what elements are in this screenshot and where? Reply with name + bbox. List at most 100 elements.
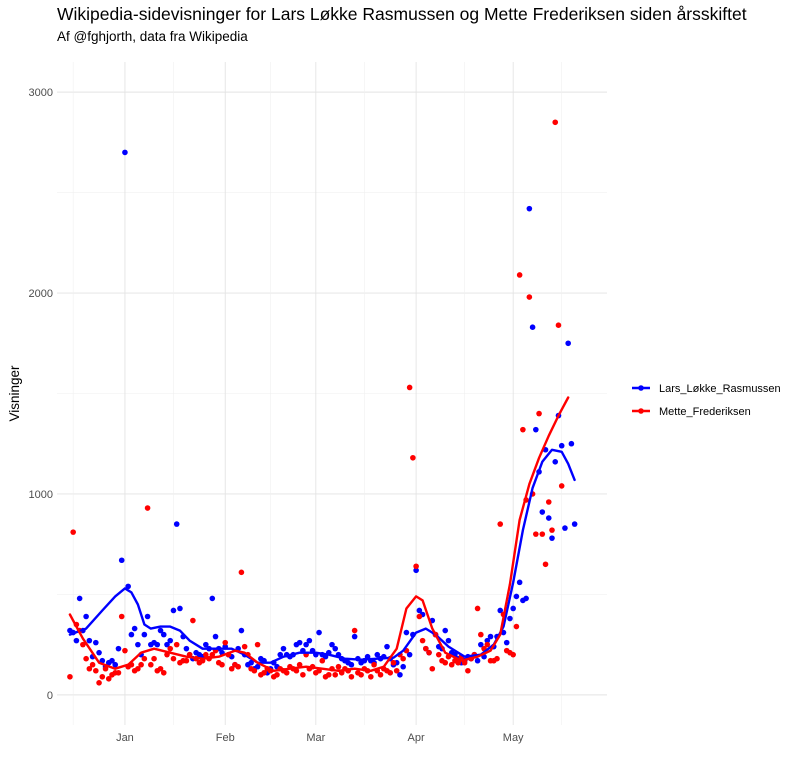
- data-point: [523, 595, 529, 602]
- data-point: [105, 675, 112, 682]
- data-point: [545, 515, 552, 521]
- data-point: [429, 665, 436, 672]
- axes: 0 1000 2000 3000 Jan Feb Mar Apr May Visninger: [7, 87, 524, 744]
- data-point: [170, 655, 177, 662]
- data-point: [209, 595, 216, 602]
- data-point: [497, 521, 504, 527]
- data-point: [261, 669, 267, 676]
- data-point: [144, 505, 151, 511]
- data-point: [135, 665, 141, 672]
- data-point: [157, 665, 164, 672]
- y-tick-label: 1000: [29, 489, 53, 501]
- data-point: [209, 651, 216, 658]
- data-point: [435, 651, 442, 658]
- data-point: [442, 627, 449, 634]
- data-point: [484, 641, 491, 648]
- x-tick-label: Feb: [216, 732, 235, 744]
- data-point: [151, 655, 157, 662]
- data-point: [167, 645, 174, 652]
- data-point: [212, 633, 219, 640]
- data-point: [118, 557, 125, 564]
- data-point: [393, 667, 400, 674]
- data-point: [160, 631, 167, 638]
- data-marks: [67, 119, 578, 686]
- data-point: [552, 459, 559, 465]
- data-point: [332, 645, 339, 652]
- data-point: [413, 567, 419, 574]
- data-point: [277, 651, 284, 658]
- data-point: [542, 561, 549, 568]
- data-point: [283, 669, 290, 676]
- data-point: [122, 647, 128, 654]
- data-point: [135, 641, 141, 648]
- data-point: [455, 659, 461, 666]
- data-point: [426, 649, 432, 656]
- data-point: [141, 631, 148, 638]
- legend: Lars_Løkke_Rasmussen Mette_Frederiksen: [632, 383, 781, 418]
- data-point: [539, 509, 546, 515]
- data-point: [203, 651, 209, 658]
- data-point: [403, 629, 410, 636]
- data-point: [316, 629, 322, 636]
- data-point: [128, 631, 135, 638]
- chart-title: Wikipedia-sidevisninger for Lars Løkke R…: [57, 4, 747, 24]
- data-point: [390, 659, 397, 666]
- data-point: [558, 442, 565, 449]
- legend-key-point: [638, 385, 644, 391]
- data-point: [254, 641, 261, 648]
- data-point: [274, 671, 280, 678]
- data-point: [325, 671, 332, 678]
- data-point: [96, 649, 102, 656]
- data-point: [154, 641, 161, 648]
- data-point: [406, 651, 413, 658]
- data-point: [76, 595, 83, 602]
- data-point: [536, 410, 542, 417]
- y-axis-title: Visninger: [7, 365, 22, 422]
- smooth-line: [68, 448, 576, 664]
- data-point: [251, 667, 258, 674]
- data-point: [70, 529, 76, 535]
- data-point: [190, 617, 196, 624]
- data-point: [115, 669, 122, 676]
- data-point: [241, 643, 248, 650]
- data-point: [222, 639, 229, 646]
- y-tick-label: 2000: [29, 288, 53, 300]
- y-tick-label: 0: [47, 690, 53, 702]
- data-point: [167, 637, 174, 644]
- data-point: [351, 627, 358, 634]
- data-point: [148, 661, 154, 668]
- legend-label: Lars_Løkke_Rasmussen: [659, 383, 781, 395]
- data-point: [173, 521, 180, 527]
- data-point: [478, 631, 484, 638]
- data-point: [122, 149, 128, 156]
- data-point: [138, 661, 144, 668]
- data-point: [516, 579, 523, 586]
- data-point: [416, 607, 423, 614]
- data-point: [280, 645, 287, 652]
- data-point: [549, 527, 555, 533]
- data-point: [157, 627, 164, 634]
- legend-label: Mette_Frederiksen: [659, 406, 751, 418]
- data-point: [416, 613, 423, 620]
- data-point: [497, 607, 504, 614]
- data-point: [549, 535, 555, 541]
- data-point: [86, 637, 93, 644]
- data-point: [565, 340, 571, 347]
- data-point: [177, 605, 183, 612]
- data-point: [73, 637, 80, 644]
- data-point: [296, 639, 303, 646]
- data-point: [86, 665, 93, 672]
- x-tick-label: Jan: [116, 732, 134, 744]
- data-point: [558, 483, 565, 489]
- data-point: [448, 661, 455, 668]
- data-point: [555, 322, 562, 328]
- data-point: [400, 655, 406, 662]
- data-point: [248, 659, 254, 666]
- data-point: [374, 651, 381, 658]
- data-point: [368, 673, 374, 680]
- data-point: [377, 671, 384, 678]
- data-point: [384, 643, 390, 650]
- data-point: [423, 645, 429, 652]
- data-point: [539, 531, 546, 537]
